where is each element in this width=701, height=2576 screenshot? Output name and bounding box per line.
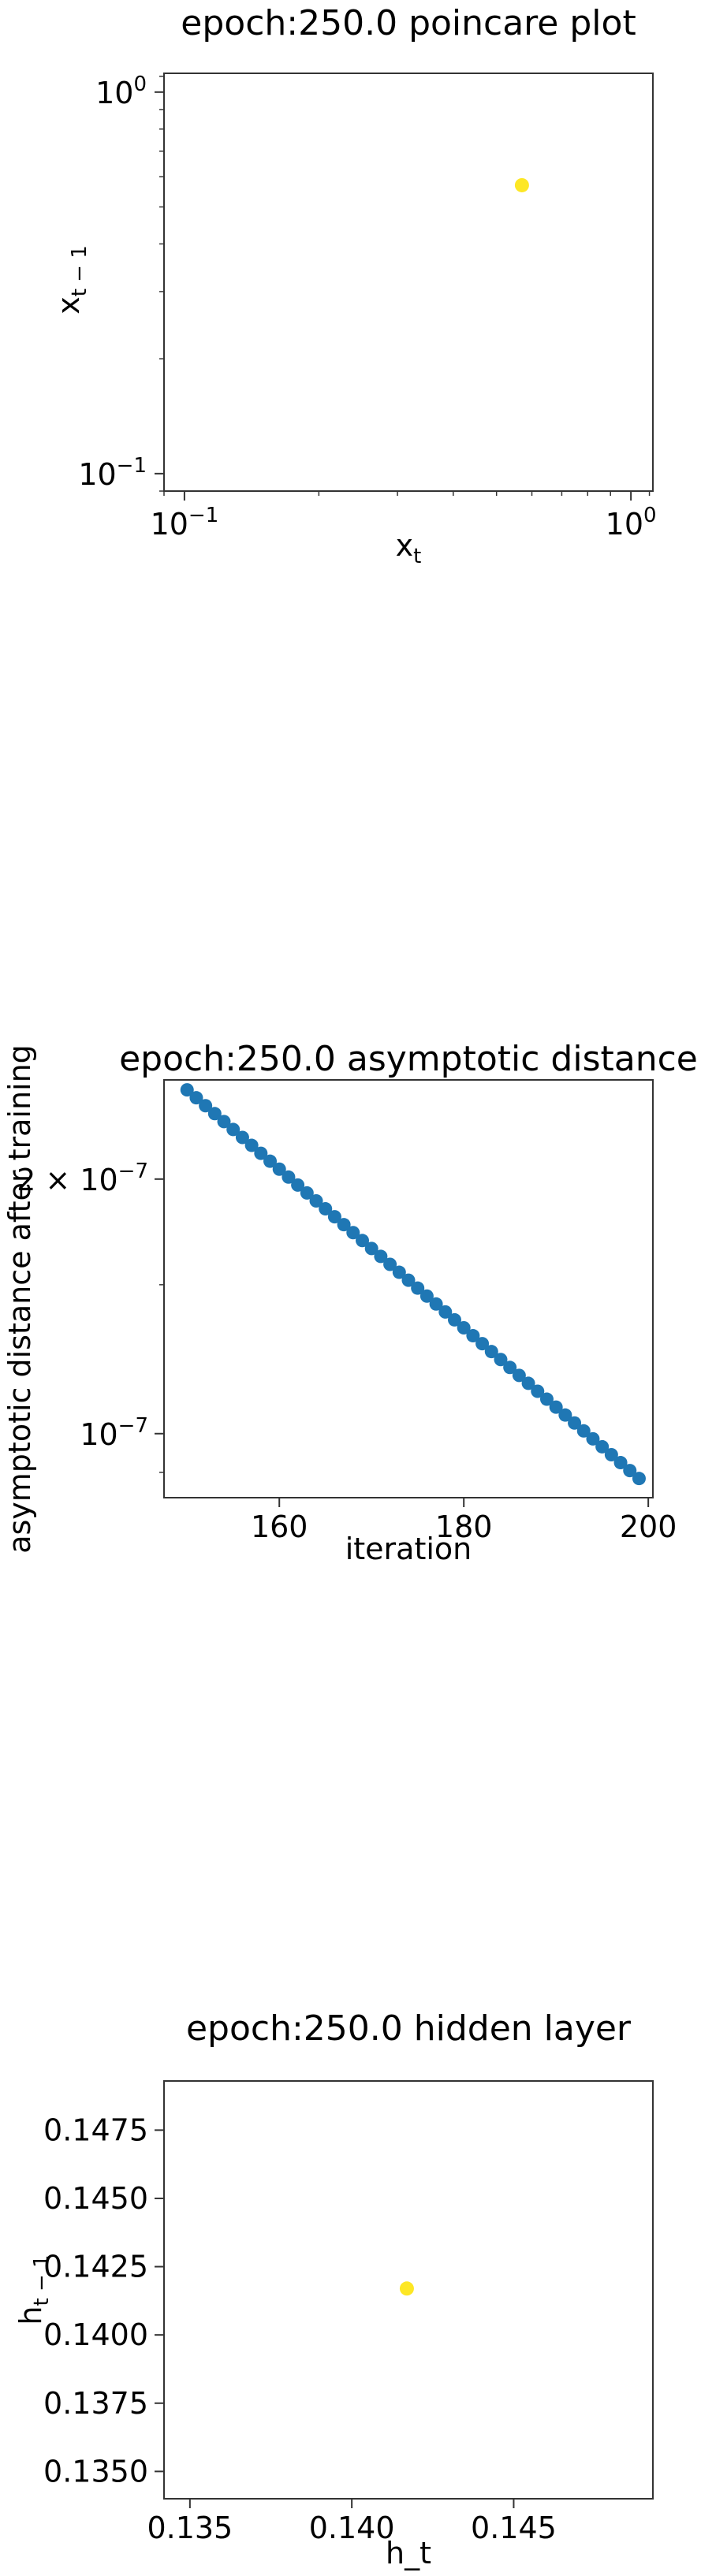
chart-poincare-plot: epoch:250.0 poincare plot 10−110−1 100 100… [51, 3, 657, 568]
chart2-point [419, 1289, 434, 1303]
chart2-point [531, 1384, 545, 1398]
chart1-xtick-label: 10−1 [151, 504, 219, 542]
chart3-ytick-label: 0.1350 [43, 2454, 148, 2489]
chart3-title: epoch:250.0 hidden layer [186, 2008, 632, 2049]
chart-asymptotic-distance: epoch:250.0 asymptotic distance 160 180 20… [2, 1039, 698, 1566]
chart2-xlabel: iteration [345, 1532, 472, 1566]
chart2-ytick-label: 2 × 10−7 [17, 1160, 148, 1197]
chart2-point [226, 1122, 241, 1137]
chart2-point [512, 1368, 526, 1383]
chart3-xtick-label: 0.140 [309, 2511, 395, 2545]
chart2-point [254, 1146, 268, 1160]
chart2-point [383, 1257, 397, 1271]
chart2-point [392, 1265, 406, 1279]
chart1-xtick-label: 100 [606, 504, 657, 542]
chart3-plot-area [163, 2080, 654, 2500]
chart2-point [327, 1210, 341, 1224]
chart2-points [180, 1083, 646, 1486]
chart1-ytick-label: 100 [95, 73, 147, 110]
chart2-title: epoch:250.0 asymptotic distance [119, 1039, 698, 1079]
chart1-plot-area [163, 73, 654, 492]
chart2-point [521, 1376, 535, 1390]
chart2-point [180, 1083, 194, 1097]
chart3-points [399, 2281, 414, 2296]
chart2-point [364, 1241, 378, 1256]
chart3-ticks: 0.135 0.140 0.145 0.1350 0.1375 0.1400 0.1425 0… [43, 2113, 557, 2545]
chart2-point [411, 1281, 425, 1295]
chart2-point [217, 1115, 231, 1129]
chart2-point [401, 1273, 416, 1287]
chart2-point [549, 1400, 563, 1414]
chart2-point [374, 1249, 388, 1264]
chart2-point [576, 1424, 591, 1438]
chart2-ytick-label: 10−7 [80, 1414, 148, 1452]
chart2-point [447, 1312, 461, 1327]
chart3-ylabel: ht − 1 [13, 2254, 54, 2325]
chart2-point [494, 1353, 508, 1367]
chart3-point [399, 2281, 414, 2296]
chart2-xtick-label: 160 [251, 1509, 308, 1544]
chart2-point [586, 1431, 600, 1446]
chart2-point [457, 1320, 471, 1335]
chart2-point [263, 1154, 278, 1168]
chart1-title: epoch:250.0 poincare plot [181, 3, 636, 43]
chart3-ytick-label: 0.1450 [43, 2181, 148, 2216]
chart2-point [309, 1193, 323, 1208]
chart-hidden-layer: epoch:250.0 hidden layer 0.135 0.140 0.145… [13, 2008, 654, 2570]
chart3-ytick-label: 0.1475 [43, 2113, 148, 2147]
chart2-ticks: 160 180 200 10−7 2 × 10−7 [17, 1160, 677, 1544]
chart1-points [514, 177, 529, 192]
chart2-point [272, 1162, 286, 1176]
chart2-point [595, 1439, 610, 1454]
chart2-point [604, 1447, 618, 1461]
chart3-xtick-label: 0.145 [471, 2511, 557, 2545]
chart3-ytick-label: 0.1375 [43, 2386, 148, 2421]
chart2-point [207, 1107, 222, 1121]
chart2-point [475, 1337, 490, 1351]
chart1-xlabel: xt [396, 528, 422, 568]
chart2-point [291, 1178, 305, 1192]
chart2-xtick-label: 200 [620, 1509, 677, 1544]
chart2-point [300, 1186, 314, 1200]
chart2-ylabel: asymptotic distance after training [2, 1044, 37, 1554]
chart3-ytick-label: 0.1425 [43, 2250, 148, 2284]
chart2-point [244, 1138, 259, 1152]
chart2-point [613, 1456, 628, 1470]
chart2-point [568, 1416, 582, 1430]
chart2-point [346, 1226, 360, 1240]
chart2-point [282, 1170, 296, 1184]
chart2-point [438, 1305, 453, 1319]
chart2-point [558, 1408, 572, 1422]
chart2-point [337, 1218, 351, 1232]
chart3-xtick-label: 0.135 [147, 2511, 233, 2545]
chart2-point [632, 1472, 646, 1486]
chart2-point [199, 1099, 213, 1113]
chart2-point [319, 1202, 333, 1216]
chart1-point [514, 177, 529, 192]
chart3-xlabel: h_t [386, 2536, 431, 2570]
chart1-ytick-label: 10−1 [78, 454, 147, 492]
chart2-plot-area [163, 1079, 654, 1498]
chart2-point [539, 1392, 554, 1406]
chart2-point [235, 1130, 249, 1145]
chart2-point [466, 1329, 480, 1343]
chart2-point [189, 1091, 203, 1105]
chart2-point [429, 1297, 443, 1311]
chart2-point [356, 1234, 370, 1248]
chart2-point [503, 1361, 517, 1375]
chart1-ylabel: xt − 1 [51, 245, 91, 315]
chart1-ticks: 10−110−1 100 100 [78, 73, 656, 542]
chart2-point [484, 1345, 498, 1359]
chart2-point [623, 1464, 637, 1478]
chart2-xtick-label: 180 [435, 1509, 493, 1544]
chart3-ytick-label: 0.1400 [43, 2317, 148, 2352]
